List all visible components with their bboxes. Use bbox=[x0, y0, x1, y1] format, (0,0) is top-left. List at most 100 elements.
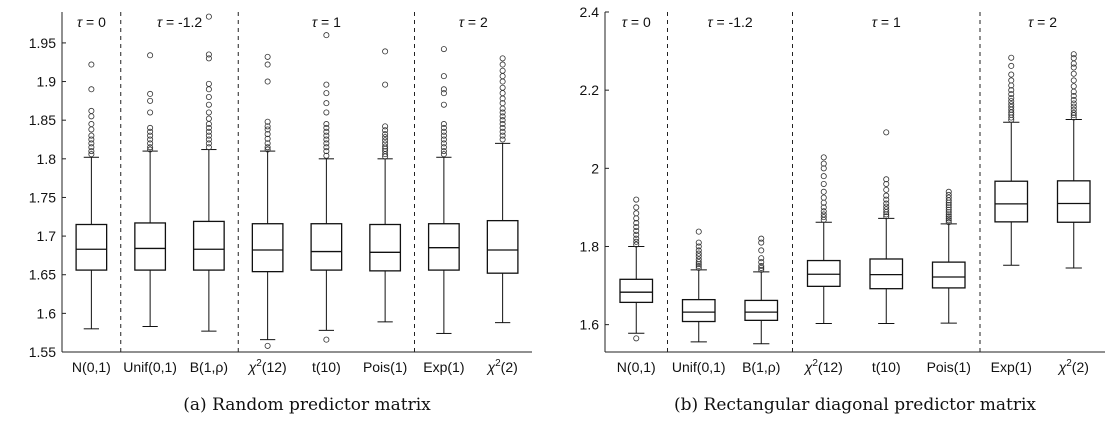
outlier-point bbox=[323, 140, 330, 147]
outlier-point bbox=[1008, 77, 1015, 84]
outlier-point bbox=[633, 235, 640, 242]
y-tick-label: 1.9 bbox=[37, 74, 57, 90]
outlier-point bbox=[1008, 94, 1015, 101]
tau-symbol: τ bbox=[1028, 14, 1034, 30]
outlier-point bbox=[264, 53, 271, 60]
outlier-point bbox=[382, 148, 389, 155]
outlier-point bbox=[758, 266, 765, 273]
outlier-point bbox=[695, 243, 702, 250]
outlier-point bbox=[499, 84, 506, 91]
box bbox=[369, 223, 402, 272]
outlier-point bbox=[633, 204, 640, 211]
box bbox=[251, 223, 284, 273]
outlier-point bbox=[382, 134, 389, 141]
outlier-point bbox=[1070, 77, 1077, 84]
outlier-point bbox=[499, 113, 506, 120]
outlier-point bbox=[945, 191, 952, 198]
outlier-point bbox=[1008, 54, 1015, 61]
outlier-point bbox=[1070, 55, 1077, 62]
tau-value: = -1.2 bbox=[162, 14, 202, 30]
tau-value: = 1 bbox=[877, 14, 901, 30]
x-tick-label: B(1,ρ) bbox=[742, 359, 780, 375]
outlier-point bbox=[633, 231, 640, 238]
outlier-point bbox=[440, 136, 447, 143]
outlier-point bbox=[1070, 93, 1077, 100]
outlier-point bbox=[499, 100, 506, 107]
outlier-point bbox=[883, 129, 890, 136]
outlier-point bbox=[945, 204, 952, 211]
outlier-point bbox=[945, 206, 952, 213]
outlier-point bbox=[440, 140, 447, 147]
outlier-point bbox=[499, 121, 506, 128]
outlier-point bbox=[88, 136, 95, 143]
x-tick-label: t(10) bbox=[872, 359, 901, 375]
outlier-point bbox=[695, 253, 702, 260]
outlier-point bbox=[1070, 96, 1077, 103]
outlier-point bbox=[205, 13, 212, 20]
y-tick-label: 1.95 bbox=[29, 35, 56, 51]
y-tick-label: 1.55 bbox=[29, 344, 56, 360]
panel-caption: (b) Rectangular diagonal predictor matri… bbox=[674, 395, 1036, 415]
outlier-point bbox=[88, 113, 95, 120]
group-label: τ = 2 bbox=[1028, 14, 1057, 30]
outlier-point bbox=[820, 204, 827, 211]
outlier-point bbox=[883, 186, 890, 193]
box bbox=[75, 223, 108, 271]
outlier-point bbox=[205, 136, 212, 143]
box bbox=[681, 298, 716, 323]
outlier-point bbox=[264, 146, 271, 153]
x-tick-label: N(0,1) bbox=[72, 359, 111, 375]
outlier-point bbox=[323, 148, 330, 155]
outlier-point bbox=[945, 209, 952, 216]
outlier-point bbox=[883, 206, 890, 213]
outlier-point bbox=[945, 188, 952, 195]
outlier-point bbox=[820, 211, 827, 218]
y-tick-label: 1.7 bbox=[37, 228, 57, 244]
outlier-point bbox=[264, 140, 271, 147]
outlier-point bbox=[1070, 114, 1077, 121]
outlier-point bbox=[382, 131, 389, 138]
y-tick-label: 1.65 bbox=[29, 267, 56, 283]
outlier-point bbox=[88, 61, 95, 68]
outlier-point bbox=[499, 90, 506, 97]
outlier-point bbox=[147, 128, 154, 135]
outlier-point bbox=[820, 154, 827, 161]
tau-symbol: τ bbox=[157, 14, 163, 30]
tau-symbol: τ bbox=[622, 14, 628, 30]
outlier-point bbox=[633, 241, 640, 248]
outlier-point bbox=[499, 55, 506, 62]
outlier-point bbox=[147, 52, 154, 59]
outlier-point bbox=[382, 140, 389, 147]
outlier-point bbox=[633, 227, 640, 234]
outlier-point bbox=[440, 132, 447, 139]
outlier-point bbox=[88, 86, 95, 93]
box bbox=[486, 219, 519, 274]
outlier-point bbox=[1070, 106, 1077, 113]
group-label: τ = -1.2 bbox=[707, 14, 753, 30]
outlier-point bbox=[382, 143, 389, 150]
x-tick-tail: (12) bbox=[262, 359, 287, 375]
outlier-point bbox=[499, 124, 506, 131]
outlier-point bbox=[945, 202, 952, 209]
box bbox=[192, 220, 225, 271]
outlier-point bbox=[633, 220, 640, 227]
box bbox=[310, 223, 343, 271]
group-label: τ = 1 bbox=[312, 14, 341, 30]
outlier-point bbox=[1070, 51, 1077, 58]
outlier-point bbox=[264, 61, 271, 68]
outlier-point bbox=[499, 136, 506, 143]
x-tick-label: Exp(1) bbox=[991, 359, 1032, 375]
outlier-point bbox=[1070, 60, 1077, 67]
x-tick-label: χ2(12) bbox=[247, 358, 287, 375]
outlier-point bbox=[820, 208, 827, 215]
outlier-point bbox=[695, 263, 702, 270]
outlier-point bbox=[945, 217, 952, 224]
outlier-point bbox=[323, 121, 330, 128]
x-tick-label: Pois(1) bbox=[927, 359, 971, 375]
outlier-point bbox=[147, 140, 154, 147]
outlier-point bbox=[205, 94, 212, 101]
outlier-point bbox=[945, 215, 952, 222]
outlier-point bbox=[695, 259, 702, 266]
outlier-point bbox=[499, 78, 506, 85]
outlier-point bbox=[1070, 109, 1077, 116]
